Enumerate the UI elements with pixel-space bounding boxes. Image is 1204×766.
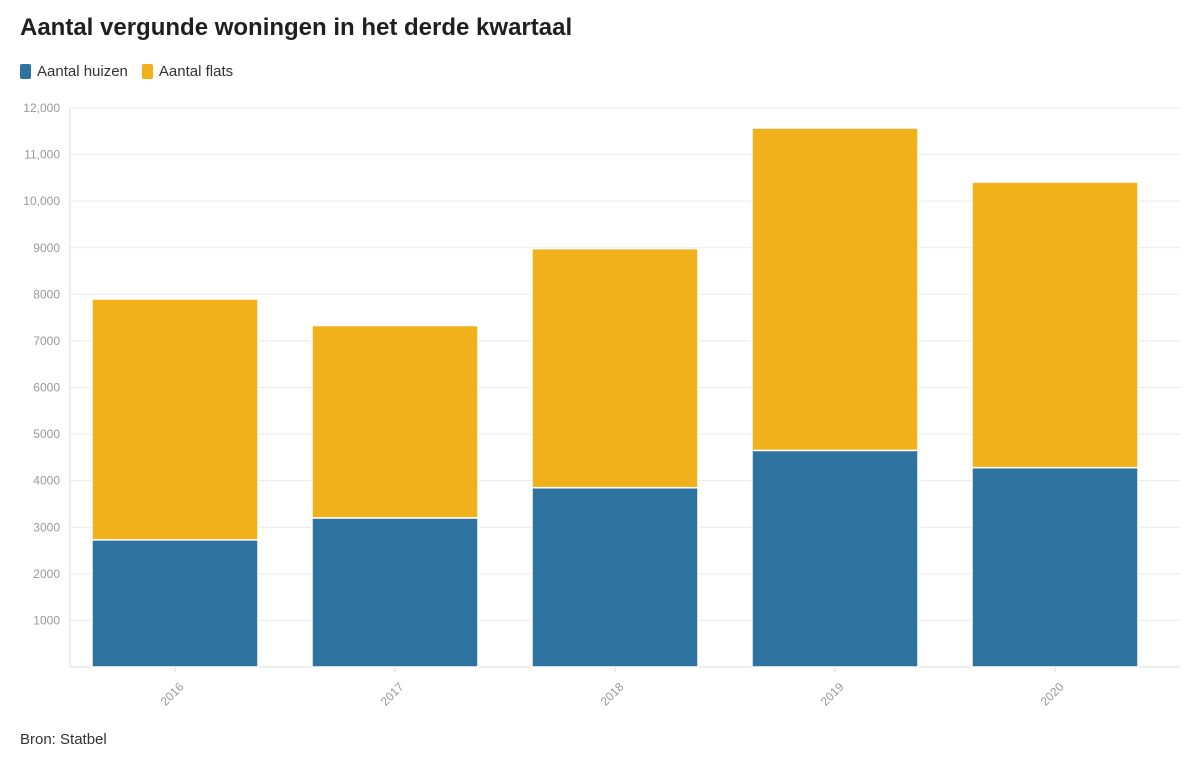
source-note: Bron: Statbel xyxy=(20,731,107,748)
legend-label-flats: Aantal flats xyxy=(158,63,234,80)
legend: Aantal huizen Aantal flats xyxy=(20,63,233,80)
y-tick-label: 8000 xyxy=(33,287,60,301)
y-tick-label: 4000 xyxy=(33,474,60,488)
bar-huizen-2019 xyxy=(751,449,919,668)
y-tick-label: 5000 xyxy=(33,427,60,441)
y-tick-label: 12,000 xyxy=(23,101,60,115)
bar-huizen-2018 xyxy=(531,486,699,668)
bar-flats-2017 xyxy=(311,324,479,519)
y-tick-label: 7000 xyxy=(33,334,60,348)
x-tick-label: 2019 xyxy=(818,680,847,709)
bar-huizen-2017 xyxy=(311,517,479,668)
bar-flats-2020 xyxy=(971,181,1139,469)
y-tick-label: 6000 xyxy=(33,381,60,395)
legend-label-huizen: Aantal huizen xyxy=(37,63,128,80)
bar-huizen-2020 xyxy=(971,466,1139,668)
y-tick-label: 11,000 xyxy=(24,148,60,162)
y-tick-label: 9000 xyxy=(33,241,60,255)
y-tick-label: 3000 xyxy=(33,520,60,534)
x-tick-label: 2018 xyxy=(598,680,627,709)
bar-huizen-2016 xyxy=(91,539,259,668)
legend-swatch-flats xyxy=(141,64,153,79)
x-tick-label: 2016 xyxy=(158,680,187,709)
y-tick-label: 10,000 xyxy=(23,194,60,208)
legend-item-flats[interactable]: Aantal flats xyxy=(141,63,234,80)
y-tick-label: 2000 xyxy=(33,567,60,581)
y-tick-label: 1000 xyxy=(33,613,60,627)
x-tick-label: 2017 xyxy=(378,680,407,709)
bar-flats-2019 xyxy=(751,127,919,452)
legend-item-huizen[interactable]: Aantal huizen xyxy=(20,63,128,80)
x-tick-label: 2020 xyxy=(1038,680,1067,709)
bar-flats-2016 xyxy=(91,298,259,541)
bar-flats-2018 xyxy=(531,247,699,489)
legend-swatch-huizen xyxy=(20,64,31,79)
chart-title: Aantal vergunde woningen in het derde kw… xyxy=(20,14,573,41)
